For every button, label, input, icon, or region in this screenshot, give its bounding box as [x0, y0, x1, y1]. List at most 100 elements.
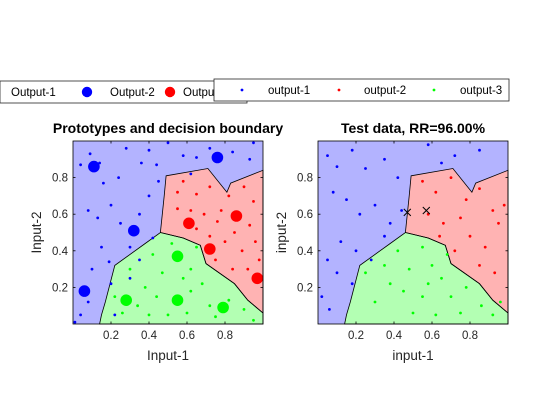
left-axes-prototypes: 0.2 0.4 0.6 0.8 0.2 0.4 0.6 0.8 Prototypes and … — [29, 120, 283, 363]
left-point-class2-17 — [240, 249, 244, 253]
left-point-class2-6 — [242, 185, 246, 189]
left-point-class1-6 — [124, 146, 128, 150]
right-point-class1-25 — [400, 209, 403, 212]
left-point-class1-8 — [147, 148, 151, 152]
left-chart-title: Prototypes and decision boundary — [53, 120, 283, 136]
legend-test-marker-2 — [337, 88, 341, 92]
left-point-class1-14 — [231, 150, 235, 154]
left-y-tick-label-2: 0.4 — [52, 246, 69, 258]
left-point-class1-24 — [138, 258, 141, 262]
left-point-class2-13 — [248, 223, 252, 227]
left-point-class3-14 — [136, 304, 140, 308]
left-point-class3-15 — [113, 295, 117, 298]
left-point-class1-34 — [252, 141, 255, 145]
right-point-class3-9 — [449, 295, 453, 298]
right-point-class2-13 — [453, 249, 457, 253]
right-point-class3-12 — [373, 300, 377, 304]
legend-prototypes-marker-1 — [81, 86, 93, 98]
left-point-class1-9 — [155, 163, 159, 167]
left-point-class1-21 — [147, 194, 151, 198]
left-point-class3-9 — [200, 282, 204, 286]
left-point-class3-3 — [170, 242, 174, 245]
left-point-class2-11 — [216, 220, 219, 223]
right-boundary-2 — [344, 232, 509, 325]
right-point-class3-10 — [464, 286, 468, 289]
left-point-class1-19 — [119, 221, 122, 225]
right-point-class1-20 — [326, 258, 329, 262]
left-point-class3-20 — [121, 311, 124, 315]
legend-test-label-1: output-1 — [268, 85, 310, 97]
left-x-tick-label-1: 0.2 — [103, 330, 119, 342]
left-region-1 — [73, 141, 263, 324]
left-y-tick-label-1: 0.2 — [52, 282, 68, 294]
left-point-class3-1 — [151, 253, 155, 256]
left-boundary-2 — [99, 232, 264, 325]
right-point-class1-4 — [364, 167, 367, 170]
left-point-class1-10 — [181, 154, 185, 158]
right-point-class1-22 — [350, 282, 354, 286]
right-point-class1-7 — [426, 143, 430, 147]
left-point-class1-36 — [107, 260, 111, 264]
prototype-class3-1 — [171, 250, 184, 263]
right-point-class2-4 — [464, 198, 468, 202]
right-point-class1-21 — [335, 271, 339, 275]
right-point-class3-13 — [364, 271, 367, 275]
misclassified-mark-1 — [403, 208, 412, 217]
right-point-class3-11 — [480, 304, 483, 308]
right-point-class2-9 — [459, 216, 462, 220]
right-point-class3-6 — [388, 282, 392, 286]
right-misclassified-marks — [403, 206, 431, 217]
left-point-class1-23 — [128, 245, 132, 249]
left-point-class1-29 — [79, 313, 82, 317]
prototype-class2-1 — [183, 217, 195, 230]
left-point-class3-18 — [214, 315, 217, 319]
left-point-class3-4 — [181, 276, 185, 280]
left-point-class1-27 — [109, 282, 113, 286]
left-point-class1-13 — [208, 146, 212, 150]
right-point-class3-19 — [426, 282, 430, 286]
left-x-tick-label-3: 0.6 — [179, 330, 195, 342]
prototype-class3-4 — [217, 301, 229, 314]
right-point-class2-14 — [478, 264, 481, 267]
prototype-class1-1 — [88, 160, 100, 173]
right-point-class2-10 — [468, 234, 472, 238]
left-point-class2-4 — [219, 209, 223, 212]
left-point-class1-5 — [117, 176, 120, 180]
legend-prototypes: Output-1 Output-2 Output-3 — [0, 80, 248, 104]
left-point-class3-7 — [155, 295, 159, 298]
legend-prototypes-label-1: Output-1 — [11, 87, 56, 99]
right-y-axis-label: input-2 — [274, 212, 289, 253]
left-point-class3-22 — [195, 245, 198, 249]
right-point-class2-3 — [449, 176, 453, 180]
prototype-class3-3 — [171, 294, 184, 307]
left-region-3 — [99, 232, 263, 324]
right-x-tick-label-3: 0.6 — [424, 330, 440, 342]
legend-test-marker-1 — [240, 88, 244, 92]
left-point-class2-2 — [195, 192, 198, 196]
prototype-class1-3 — [128, 224, 140, 237]
right-point-class1-24 — [328, 308, 331, 311]
left-point-class2-14 — [195, 227, 198, 231]
legend-test-box — [213, 78, 510, 102]
right-y-tick-label-3: 0.6 — [297, 209, 313, 221]
right-region-2 — [405, 168, 508, 313]
right-point-class2-17 — [502, 203, 506, 207]
right-point-class2-6 — [491, 209, 495, 212]
left-prototypes — [78, 151, 264, 314]
left-point-class1-18 — [109, 203, 113, 207]
left-point-class1-25 — [151, 236, 155, 240]
left-x-tick-label-4: 0.8 — [217, 330, 233, 342]
left-axes-frame — [72, 140, 264, 325]
left-point-class2-16 — [223, 240, 227, 244]
right-y-tick-label-4: 0.8 — [297, 173, 313, 185]
right-decision-regions — [318, 141, 508, 324]
right-point-class3-5 — [440, 276, 443, 280]
right-point-class3-17 — [491, 313, 495, 317]
right-point-class3-1 — [396, 249, 400, 253]
left-point-class3-19 — [252, 318, 255, 322]
left-point-class1-22 — [100, 245, 103, 249]
right-point-class2-16 — [438, 234, 441, 238]
right-point-class1-13 — [358, 212, 362, 216]
left-point-class1-1 — [79, 163, 82, 167]
